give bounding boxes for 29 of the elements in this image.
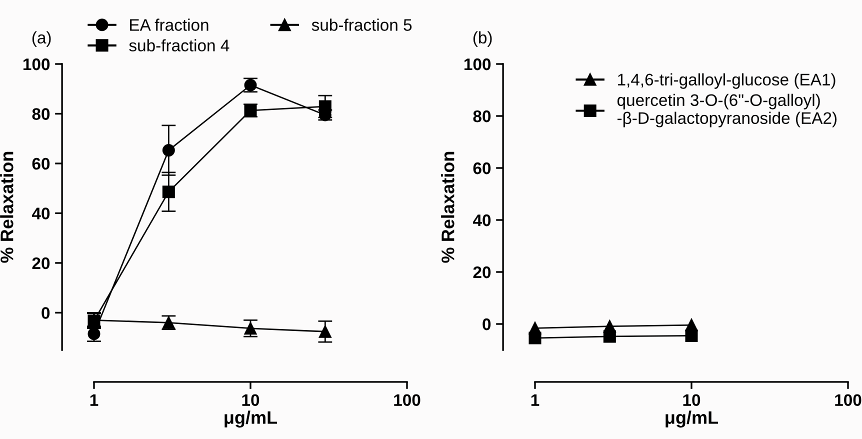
x-tick-label: 1 (90, 394, 98, 406)
y-tick-label: 80 (32, 108, 50, 120)
y-tick-label: 20 (473, 266, 491, 278)
y-axis-title: % Relaxation (441, 152, 454, 263)
x-tick-label: 10 (683, 394, 700, 406)
x-tick-label: 10 (242, 394, 260, 406)
y-tick-label: 100 (23, 58, 50, 70)
x-tick-label: 1 (531, 394, 540, 406)
y-tick-label: 20 (32, 257, 50, 270)
y-tick-label: 100 (464, 58, 491, 70)
y-tick-label: 60 (32, 158, 50, 170)
x-tick-label: 100 (394, 394, 420, 406)
x-axis-title: μg/mL (224, 410, 278, 428)
y-tick-label: 40 (472, 214, 491, 226)
text: (a) (32, 31, 51, 47)
legend-label: sub-fraction 4 (129, 39, 230, 52)
y-tick-label: 60 (473, 162, 491, 174)
y-tick-label: 0 (42, 307, 50, 319)
y-tick-label: 40 (32, 208, 50, 220)
legend-label: EA fraction (130, 18, 208, 31)
legend-label: sub-fraction 5 (312, 18, 412, 31)
y-axis-title: % Relaxation (0, 152, 14, 263)
text: (b) (473, 31, 492, 47)
y-tick-label: 80 (473, 110, 491, 122)
legend-label: quercetin 3-O-(6"-O-galloyl) -β-D-galactopyranoside (EA2) (617, 94, 837, 128)
legend-label: 1,4,6-tri-galloyl-glucose (EA1) (618, 73, 836, 89)
x-axis-title: μg/mL (666, 410, 718, 428)
x-tick-label: 100 (835, 394, 862, 406)
y-tick-label: 0 (482, 318, 491, 330)
